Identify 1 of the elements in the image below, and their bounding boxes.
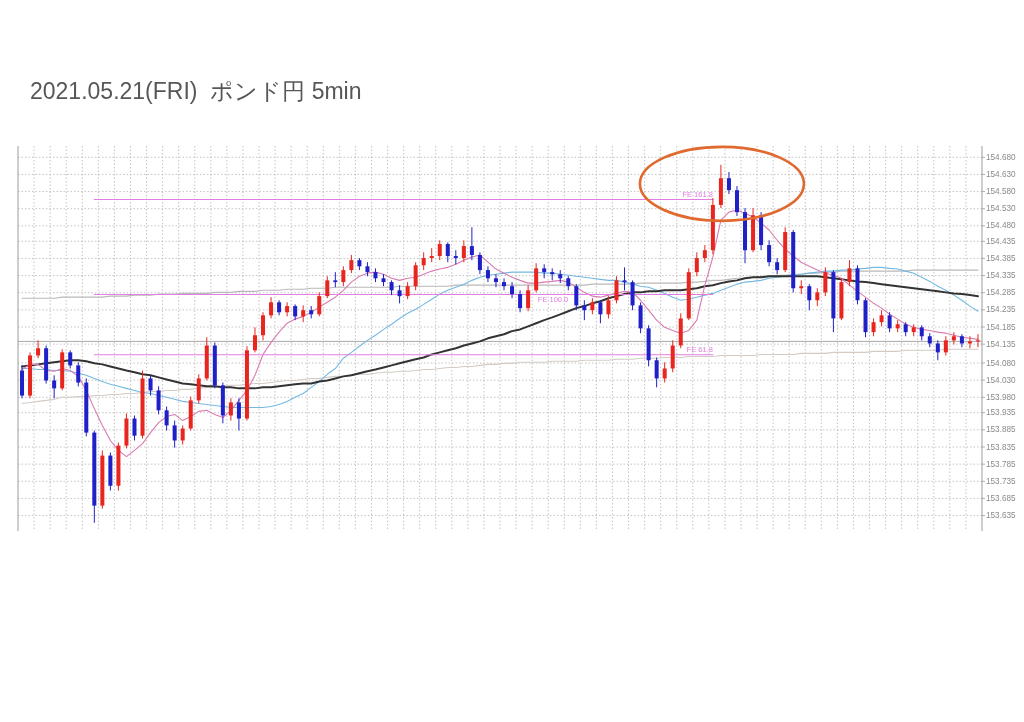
- title: 2021.05.21(FRI) ポンド円 5min: [30, 78, 362, 104]
